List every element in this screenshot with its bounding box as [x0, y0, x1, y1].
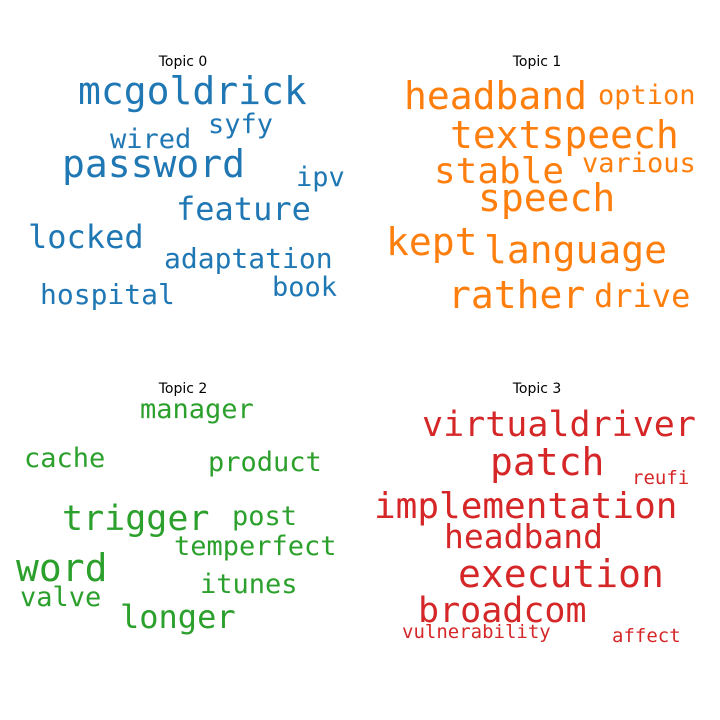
word-affect: affect — [612, 625, 681, 647]
word-itunes: itunes — [200, 569, 298, 600]
word-various: various — [582, 148, 696, 179]
word-virtualdriver: virtualdriver — [422, 405, 696, 445]
panel-title-topic-1: Topic 1 — [512, 54, 562, 70]
word-product: product — [208, 447, 322, 478]
word-adaptation: adaptation — [164, 242, 333, 275]
word-temperfect: temperfect — [174, 531, 337, 562]
word-hospital: hospital — [40, 278, 175, 311]
word-syfy: syfy — [208, 109, 273, 140]
word-execution: execution — [458, 552, 664, 596]
word-speech: speech — [478, 176, 615, 220]
word-valve: valve — [20, 582, 101, 613]
word-reufi: reufi — [632, 467, 689, 489]
word-wired: wired — [110, 124, 191, 155]
word-feature: feature — [176, 190, 311, 228]
word-rather: rather — [448, 273, 585, 317]
word-locked: locked — [28, 218, 144, 256]
word-headband: headband — [404, 74, 587, 118]
word-cache: cache — [24, 443, 105, 474]
word-word: word — [16, 546, 108, 590]
word-patch: patch — [490, 440, 604, 484]
word-mcgoldrick: mcgoldrick — [78, 69, 307, 113]
word-option: option — [598, 80, 696, 111]
word-textspeech: textspeech — [450, 113, 679, 157]
word-drive: drive — [594, 277, 690, 315]
word-headband: headband — [444, 517, 603, 556]
word-ipv: ipv — [296, 162, 345, 193]
word-broadcom: broadcom — [418, 591, 587, 631]
word-book: book — [272, 272, 337, 303]
word-longer: longer — [120, 598, 236, 636]
panel-title-topic-2: Topic 2 — [158, 381, 208, 397]
word-group-topic-2: manager cache product trigger posttemperfect… — [16, 394, 337, 636]
panel-title-topic-0: Topic 0 — [158, 54, 208, 70]
word-manager: manager — [140, 394, 254, 425]
word-language: language — [484, 228, 667, 272]
word-implementation: implementation — [374, 486, 677, 527]
word-post: post — [232, 501, 297, 532]
word-trigger: trigger — [62, 499, 210, 539]
word-stable: stable — [434, 151, 564, 192]
word-kept: kept — [386, 220, 478, 264]
panel-title-topic-3: Topic 3 — [512, 381, 562, 397]
word-password: password — [62, 142, 245, 186]
word-vulnerability: vulnerability — [402, 621, 551, 643]
panel-topic-2: Topic 2 manager cache product trigger postte… — [16, 381, 337, 636]
